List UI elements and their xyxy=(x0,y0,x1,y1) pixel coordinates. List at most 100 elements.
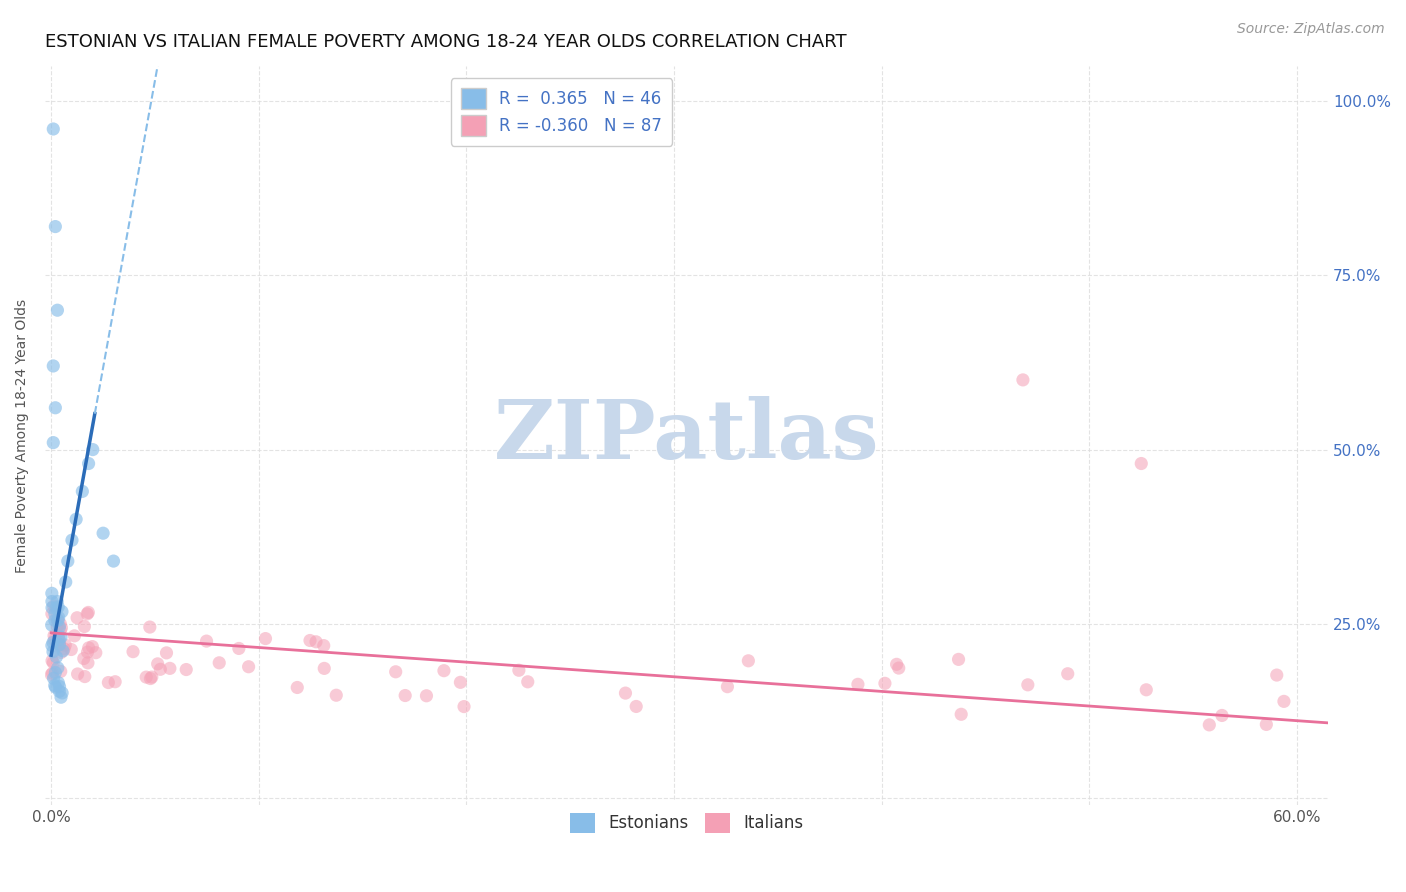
Italians xyxy=(1135,682,1157,697)
Estonians xyxy=(46,600,69,615)
Italians xyxy=(42,656,65,670)
Italians xyxy=(449,675,471,690)
Estonians xyxy=(77,457,100,471)
Estonians xyxy=(42,359,65,373)
Text: ZIPatlas: ZIPatlas xyxy=(494,396,879,475)
Italians xyxy=(516,674,538,689)
Estonians xyxy=(45,649,67,664)
Italians xyxy=(305,634,328,648)
Italians xyxy=(238,659,260,673)
Italians xyxy=(49,665,72,679)
Estonians xyxy=(42,435,65,450)
Italians xyxy=(53,638,76,652)
Italians xyxy=(873,676,896,690)
Estonians xyxy=(48,620,70,634)
Italians xyxy=(76,607,98,621)
Italians xyxy=(737,654,759,668)
Italians xyxy=(49,624,72,638)
Italians xyxy=(66,667,89,681)
Italians xyxy=(73,651,96,665)
Italians xyxy=(1265,668,1288,682)
Italians xyxy=(1272,694,1295,708)
Italians xyxy=(41,666,63,681)
Estonians xyxy=(46,661,69,675)
Italians xyxy=(228,641,250,656)
Italians xyxy=(77,656,100,670)
Italians xyxy=(41,607,63,621)
Italians xyxy=(73,619,96,633)
Estonians xyxy=(45,601,67,615)
Italians xyxy=(66,611,89,625)
Y-axis label: Female Poverty Among 18-24 Year Olds: Female Poverty Among 18-24 Year Olds xyxy=(15,299,30,573)
Estonians xyxy=(41,586,63,600)
Italians xyxy=(139,620,162,634)
Estonians xyxy=(60,533,83,548)
Estonians xyxy=(51,605,73,619)
Italians xyxy=(42,629,65,643)
Estonians xyxy=(46,303,69,318)
Italians xyxy=(415,689,437,703)
Italians xyxy=(433,664,456,678)
Italians xyxy=(314,661,336,675)
Estonians xyxy=(44,614,66,628)
Italians xyxy=(48,635,70,649)
Estonians xyxy=(44,679,66,693)
Italians xyxy=(42,599,65,613)
Italians xyxy=(51,621,73,635)
Italians xyxy=(76,645,98,659)
Italians xyxy=(1198,718,1220,732)
Italians xyxy=(41,654,63,668)
Estonians xyxy=(48,610,70,624)
Italians xyxy=(1211,708,1233,723)
Estonians xyxy=(44,665,66,680)
Italians xyxy=(453,699,475,714)
Italians xyxy=(614,686,637,700)
Estonians xyxy=(56,554,79,568)
Italians xyxy=(149,662,172,676)
Italians xyxy=(46,612,69,626)
Italians xyxy=(312,639,335,653)
Estonians xyxy=(42,645,65,659)
Estonians xyxy=(72,484,94,499)
Italians xyxy=(104,674,127,689)
Italians xyxy=(948,652,970,666)
Italians xyxy=(716,680,738,694)
Estonians xyxy=(51,686,73,700)
Italians xyxy=(141,670,163,684)
Estonians xyxy=(45,680,67,694)
Estonians xyxy=(41,618,63,632)
Italians xyxy=(97,675,120,690)
Italians xyxy=(1012,373,1035,387)
Italians xyxy=(84,646,107,660)
Estonians xyxy=(42,671,65,685)
Estonians xyxy=(41,600,63,615)
Italians xyxy=(77,606,100,620)
Italians xyxy=(53,641,76,656)
Italians xyxy=(208,656,231,670)
Italians xyxy=(122,645,145,659)
Estonians xyxy=(42,635,65,649)
Estonians xyxy=(48,638,70,652)
Italians xyxy=(1017,678,1039,692)
Italians xyxy=(195,634,218,648)
Italians xyxy=(174,663,197,677)
Italians xyxy=(49,645,72,659)
Estonians xyxy=(52,644,75,658)
Italians xyxy=(887,661,910,675)
Italians xyxy=(44,633,66,648)
Italians xyxy=(73,669,96,683)
Estonians xyxy=(46,613,69,627)
Italians xyxy=(846,677,869,691)
Text: Source: ZipAtlas.com: Source: ZipAtlas.com xyxy=(1237,22,1385,37)
Italians xyxy=(950,707,973,722)
Estonians xyxy=(48,680,70,694)
Italians xyxy=(285,681,308,695)
Italians xyxy=(48,638,70,652)
Estonians xyxy=(48,684,70,698)
Estonians xyxy=(82,442,104,457)
Italians xyxy=(146,657,169,671)
Italians xyxy=(1056,666,1078,681)
Italians xyxy=(254,632,277,646)
Italians xyxy=(325,688,347,702)
Italians xyxy=(155,646,177,660)
